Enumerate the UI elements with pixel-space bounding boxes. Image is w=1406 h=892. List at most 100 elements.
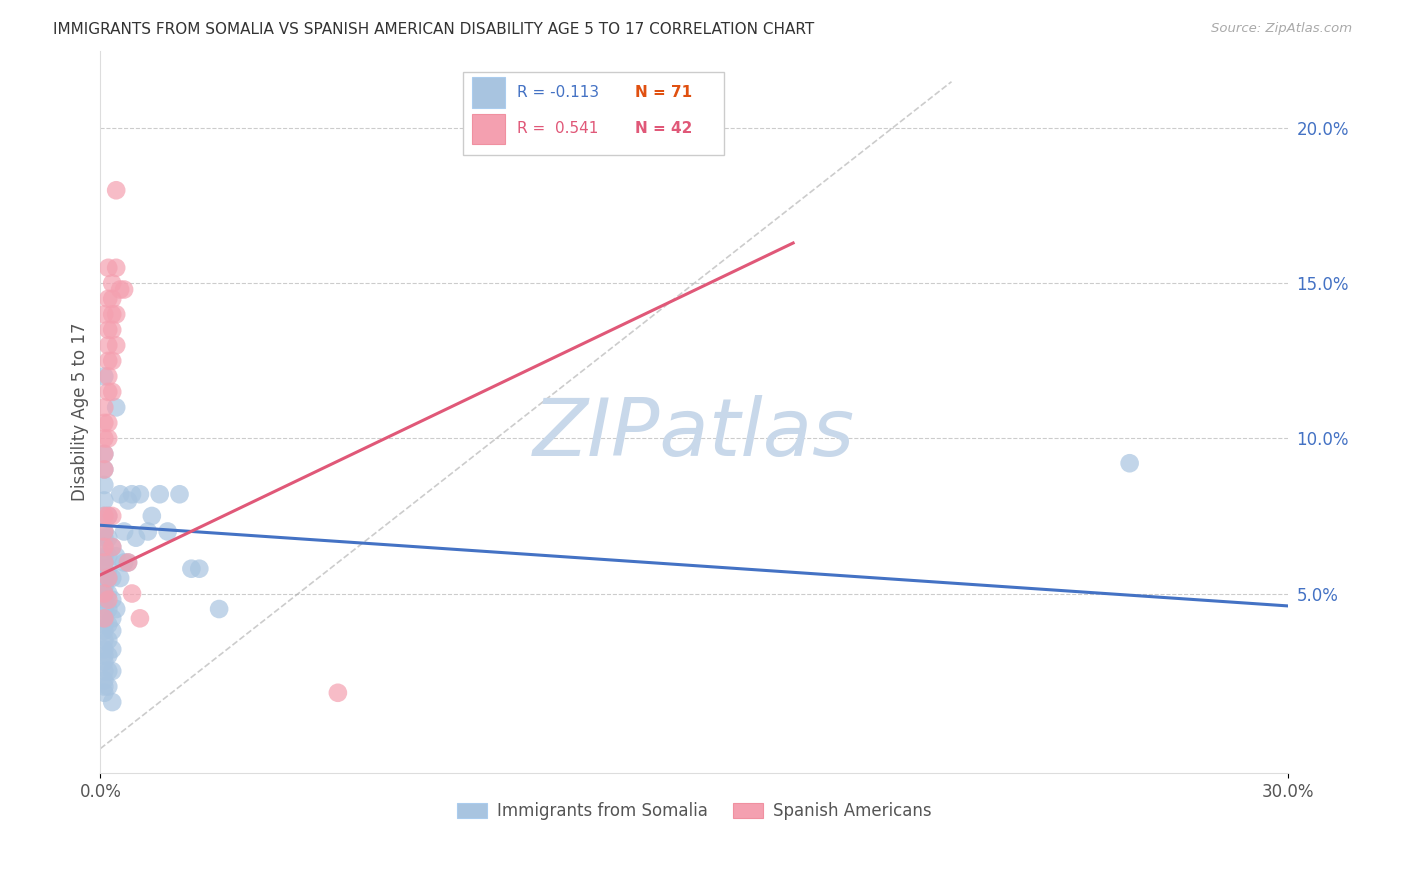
Point xyxy=(101,592,124,607)
Point xyxy=(136,524,159,539)
Point xyxy=(108,283,131,297)
Point xyxy=(93,447,115,461)
Point xyxy=(97,292,120,306)
Point xyxy=(129,611,152,625)
Point xyxy=(93,524,115,539)
Point xyxy=(97,680,120,694)
Point xyxy=(108,571,131,585)
Point xyxy=(93,432,115,446)
Point xyxy=(105,307,128,321)
Point xyxy=(121,487,143,501)
Legend: Immigrants from Somalia, Spanish Americans: Immigrants from Somalia, Spanish America… xyxy=(450,795,938,827)
Point xyxy=(93,611,115,625)
Text: ZIPatlas: ZIPatlas xyxy=(533,395,855,473)
Point xyxy=(101,611,124,625)
Point xyxy=(93,549,115,564)
Text: N = 42: N = 42 xyxy=(634,121,692,136)
Point xyxy=(101,277,124,291)
Point xyxy=(156,524,179,539)
Point xyxy=(93,493,115,508)
Point xyxy=(97,323,120,337)
Point xyxy=(101,323,124,337)
Point xyxy=(169,487,191,501)
Point xyxy=(117,556,139,570)
FancyBboxPatch shape xyxy=(472,78,505,108)
Point xyxy=(105,338,128,352)
Point xyxy=(97,633,120,648)
Point xyxy=(97,384,120,399)
Point xyxy=(93,556,115,570)
Point xyxy=(93,680,115,694)
Point xyxy=(93,524,115,539)
Point xyxy=(93,531,115,545)
Point xyxy=(188,562,211,576)
Point xyxy=(326,686,349,700)
Point xyxy=(101,624,124,638)
Point xyxy=(93,602,115,616)
Point xyxy=(93,586,115,600)
Point xyxy=(93,624,115,638)
Text: N = 71: N = 71 xyxy=(634,85,692,100)
Point xyxy=(93,642,115,657)
Point xyxy=(93,508,115,523)
Point xyxy=(97,369,120,384)
Point xyxy=(93,592,115,607)
Point xyxy=(93,571,115,585)
Point xyxy=(93,655,115,669)
Point xyxy=(97,354,120,368)
Point xyxy=(101,642,124,657)
Point xyxy=(97,586,120,600)
Point xyxy=(97,648,120,663)
Point xyxy=(93,586,115,600)
Point xyxy=(93,633,115,648)
Point xyxy=(97,571,120,585)
Point xyxy=(97,617,120,632)
Text: IMMIGRANTS FROM SOMALIA VS SPANISH AMERICAN DISABILITY AGE 5 TO 17 CORRELATION C: IMMIGRANTS FROM SOMALIA VS SPANISH AMERI… xyxy=(53,22,814,37)
Point xyxy=(141,508,163,523)
Point xyxy=(93,447,115,461)
Point xyxy=(101,571,124,585)
Point xyxy=(121,586,143,600)
Point xyxy=(97,416,120,430)
Point xyxy=(97,432,120,446)
Point xyxy=(93,462,115,476)
Point xyxy=(101,292,124,306)
Point xyxy=(97,592,120,607)
Text: R = -0.113: R = -0.113 xyxy=(517,85,599,100)
Point xyxy=(105,549,128,564)
Point xyxy=(101,695,124,709)
Point xyxy=(117,556,139,570)
Point xyxy=(105,183,128,197)
Point xyxy=(101,307,124,321)
Point xyxy=(93,508,115,523)
Point xyxy=(97,508,120,523)
Point xyxy=(112,556,135,570)
Point xyxy=(97,602,120,616)
Point xyxy=(93,664,115,678)
Point xyxy=(93,462,115,476)
Point xyxy=(93,562,115,576)
Point xyxy=(101,540,124,554)
Point xyxy=(97,260,120,275)
Point xyxy=(105,401,128,415)
Point xyxy=(101,664,124,678)
Point xyxy=(93,617,115,632)
Point xyxy=(93,611,115,625)
Point xyxy=(93,540,115,554)
Point xyxy=(93,648,115,663)
Point xyxy=(97,338,120,352)
Point xyxy=(108,487,131,501)
Point xyxy=(93,686,115,700)
Point xyxy=(97,549,120,564)
Point xyxy=(93,369,115,384)
Point xyxy=(180,562,202,576)
Point xyxy=(97,664,120,678)
Point xyxy=(105,602,128,616)
FancyBboxPatch shape xyxy=(463,72,724,155)
Point xyxy=(149,487,172,501)
Point xyxy=(97,531,120,545)
Point xyxy=(93,556,115,570)
Text: R =  0.541: R = 0.541 xyxy=(517,121,599,136)
Point xyxy=(93,580,115,594)
Point xyxy=(125,531,148,545)
